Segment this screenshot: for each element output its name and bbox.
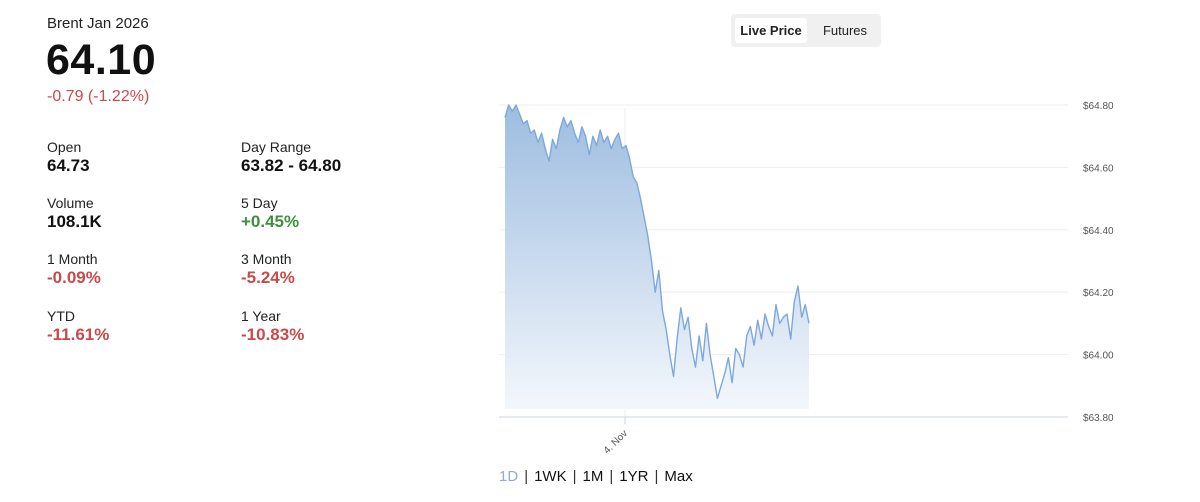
toggle-futures[interactable]: Futures	[822, 23, 868, 38]
y-axis: $64.80 $64.60 $64.40 $64.20 $64.00 $63.80	[1083, 101, 1114, 424]
stat-value: -10.83%	[241, 325, 305, 344]
stat-value: -0.09%	[47, 268, 101, 287]
range-max[interactable]: Max	[664, 468, 693, 485]
stat-volume: Volume 108.1K	[47, 195, 102, 232]
stat-day-range: Day Range 63.82 - 64.80	[241, 139, 341, 176]
stat-label: Volume	[47, 195, 94, 211]
stat-1-month: 1 Month -0.09%	[47, 251, 101, 288]
range-separator: |	[572, 468, 577, 485]
stat-3-month: 3 Month -5.24%	[241, 251, 295, 288]
time-range-selector: 1D | 1WK | 1M | 1YR | Max	[499, 468, 693, 485]
stat-1-year: 1 Year -10.83%	[241, 308, 304, 345]
stat-value: 64.73	[47, 156, 90, 175]
stat-value: +0.45%	[241, 212, 300, 231]
price-change: -0.79 (-1.22%)	[47, 88, 150, 105]
stat-label: 5 Day	[241, 195, 278, 211]
price-type-toggle: Live Price Futures	[731, 14, 881, 47]
stat-label: 1 Year	[241, 308, 281, 324]
instrument-name: Brent Jan 2026	[47, 15, 149, 32]
range-separator: |	[609, 468, 614, 485]
y-tick-label: $64.60	[1083, 163, 1114, 174]
x-tick-label: 4. Nov	[602, 428, 630, 456]
range-separator: |	[524, 468, 529, 485]
range-1wk[interactable]: 1WK	[534, 468, 567, 485]
stat-label: 3 Month	[241, 251, 292, 267]
stat-value: 108.1K	[47, 212, 102, 231]
stat-label: Open	[47, 139, 82, 155]
stat-label: Day Range	[241, 139, 312, 155]
price-area	[505, 105, 809, 409]
stat-5-day: 5 Day +0.45%	[241, 195, 299, 232]
range-1yr[interactable]: 1YR	[619, 468, 649, 485]
stat-open: Open 64.73	[47, 139, 90, 176]
y-tick-label: $63.80	[1083, 413, 1114, 424]
price-line[interactable]	[504, 104, 810, 399]
stat-value: -5.24%	[241, 268, 295, 287]
toggle-live-price[interactable]: Live Price	[735, 18, 807, 43]
stat-value: -11.61%	[47, 325, 110, 344]
stat-label: 1 Month	[47, 251, 98, 267]
range-1m[interactable]: 1M	[582, 468, 604, 485]
stat-ytd: YTD -11.61%	[47, 308, 109, 345]
y-tick-label: $64.40	[1083, 226, 1114, 237]
stat-value: 63.82 - 64.80	[241, 156, 342, 175]
range-1d[interactable]: 1D	[499, 468, 519, 485]
y-tick-label: $64.80	[1083, 101, 1114, 112]
stat-label: YTD	[47, 308, 75, 324]
range-separator: |	[654, 468, 659, 485]
current-price: 64.10	[46, 36, 157, 84]
y-tick-label: $64.00	[1083, 351, 1114, 362]
y-tick-label: $64.20	[1083, 288, 1114, 299]
